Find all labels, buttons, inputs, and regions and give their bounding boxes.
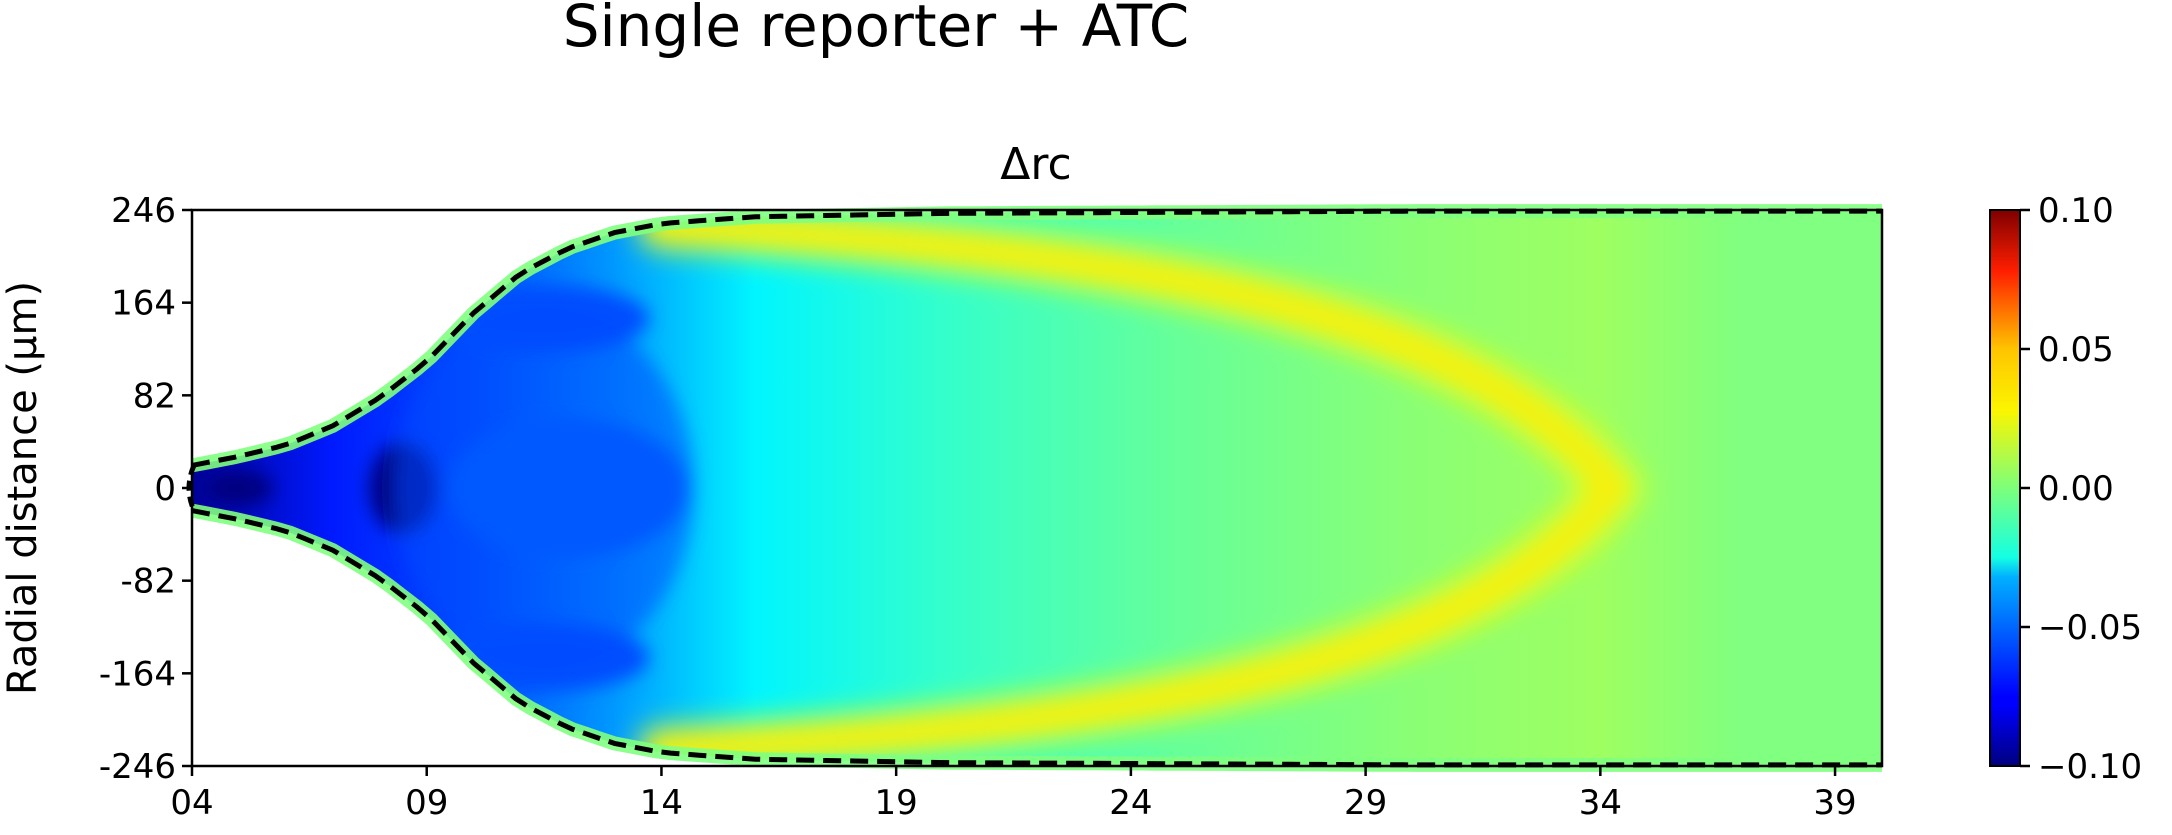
- x-tick-label: 29: [1344, 783, 1387, 823]
- colorbar-tick-label: 0.00: [2038, 469, 2114, 509]
- y-tick-label: -82: [120, 562, 176, 602]
- positive-arc: [638, 211, 1644, 765]
- x-tick-label: 19: [875, 783, 918, 823]
- negative-region: [394, 308, 695, 668]
- figure-suptitle: Single reporter + ATC: [563, 0, 1190, 60]
- y-axis-label: Radial distance (μm): [0, 281, 46, 695]
- y-tick-label: -246: [99, 747, 176, 787]
- plot-title-text: Δrc: [1000, 139, 1071, 190]
- x-tick-label: 39: [1813, 783, 1856, 823]
- x-axis: 04 09 14 19 24 29 34 39: [170, 766, 1857, 823]
- lower-boundary: [191, 508, 1882, 768]
- x-tick-label: 09: [405, 783, 448, 823]
- x-tick-label: 14: [640, 783, 683, 823]
- upper-boundary: [191, 208, 1882, 468]
- heatmap: [190, 204, 1882, 772]
- y-tick-label: 0: [154, 469, 176, 509]
- y-tick-label: 246: [111, 191, 176, 231]
- colorbar: [1989, 209, 2021, 767]
- colorbar-tick-label: 0.05: [2038, 330, 2114, 370]
- y-tick-label: -164: [99, 654, 176, 694]
- colorbar-tick-label: −0.05: [2038, 608, 2142, 648]
- y-tick-label: 164: [111, 284, 176, 324]
- colorbar-tick-label: 0.10: [2038, 191, 2114, 231]
- colorbar-tick-label: −0.10: [2038, 747, 2142, 787]
- x-tick-label: 24: [1109, 783, 1152, 823]
- x-tick-label: 04: [170, 783, 213, 823]
- x-tick-label: 34: [1579, 783, 1622, 823]
- y-axis: 246 164 82 0 -82 -164 -246: [99, 191, 192, 787]
- y-tick-label: 82: [133, 376, 176, 416]
- field-feature: [204, 470, 273, 506]
- plot-title: Δrc: [1000, 139, 1071, 190]
- colorbar-axis: 0.10 0.05 0.00 −0.05 −0.10: [2020, 191, 2142, 787]
